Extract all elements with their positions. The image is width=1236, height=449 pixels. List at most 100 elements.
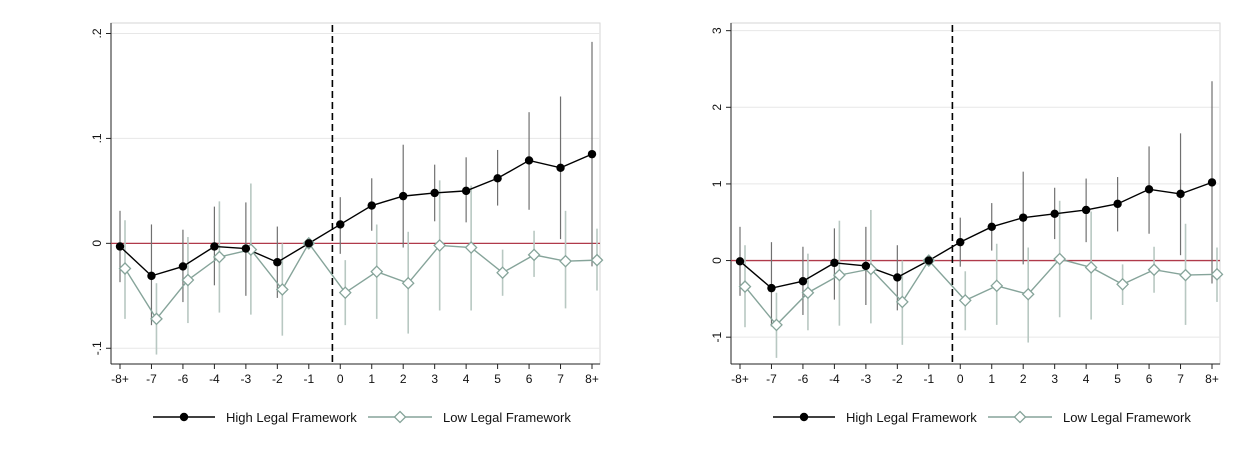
- legend-high-swatch-marker: [799, 412, 809, 422]
- low-series-point: [1084, 261, 1098, 274]
- low-series-point: [433, 239, 447, 252]
- low-series-point: [1116, 277, 1130, 291]
- x-tick-label: -8+: [731, 372, 749, 386]
- high-series-point: [1081, 205, 1091, 215]
- x-tick-label: -3: [241, 372, 252, 386]
- x-tick-label: -2: [272, 372, 283, 386]
- low-series-point: [559, 254, 572, 268]
- x-tick-label: 3: [1051, 372, 1058, 386]
- x-tick-label: 2: [1020, 372, 1027, 386]
- high-series-point: [241, 244, 251, 253]
- low-series-point: [464, 241, 478, 254]
- high-series-point: [1113, 199, 1122, 209]
- x-tick-label: -1: [923, 372, 934, 386]
- y-tick-label: 1: [710, 180, 724, 187]
- low-series-point: [527, 248, 541, 262]
- legend-low-label: Low Legal Framework: [1063, 410, 1191, 425]
- chart-panel-value: -10123-8+-7-6-4-3-2-1012345678+valueoftr…: [620, 0, 1236, 449]
- high-series-point: [115, 242, 125, 251]
- x-tick-label: -4: [829, 372, 840, 386]
- x-tick-label: -2: [892, 372, 903, 386]
- x-tick-label: 6: [526, 372, 533, 386]
- high-series-point: [178, 262, 188, 271]
- low-series-point: [275, 283, 289, 296]
- chart-panel-probability: -.10.1.2-8+-7-6-4-3-2-1012345678+probabi…: [0, 0, 616, 449]
- low-series-point: [370, 265, 384, 279]
- low-series-point: [181, 273, 195, 287]
- low-series-point: [150, 312, 163, 326]
- high-series-point: [1019, 213, 1028, 222]
- low-series-point: [496, 266, 510, 280]
- high-series-point: [1050, 209, 1059, 219]
- legend-low-swatch-marker: [393, 410, 407, 424]
- x-tick-label: 1: [988, 372, 995, 386]
- x-tick-label: 1: [368, 372, 375, 386]
- low-series-point: [401, 276, 415, 290]
- high-series-point: [524, 156, 534, 165]
- probability-chart: -.10.1.2-8+-7-6-4-3-2-1012345678+probabi…: [90, 22, 604, 425]
- high-series-point: [210, 242, 219, 251]
- high-series-point: [924, 256, 933, 265]
- low-series-line: [124, 242, 598, 321]
- x-tick-label: 8+: [1205, 372, 1219, 386]
- high-series-point: [1207, 178, 1217, 187]
- low-series-point: [801, 286, 815, 300]
- legend-low-swatch-marker: [1013, 410, 1027, 424]
- low-series-point: [958, 293, 972, 307]
- high-series-point: [1144, 185, 1154, 194]
- x-tick-label: -7: [766, 372, 777, 386]
- high-series-point: [767, 283, 776, 293]
- high-series-point: [399, 191, 408, 201]
- x-tick-label: 7: [1177, 372, 1184, 386]
- x-tick-label: -6: [178, 372, 189, 386]
- y-tick-label: 0: [710, 257, 724, 264]
- low-series-point: [1179, 268, 1192, 282]
- x-tick-label: -6: [798, 372, 809, 386]
- low-series-line: [744, 258, 1218, 326]
- low-series-point: [590, 253, 604, 267]
- x-tick-label: 0: [337, 372, 344, 386]
- high-series-point: [861, 261, 871, 271]
- low-series-point: [1021, 287, 1035, 301]
- x-tick-label: -3: [861, 372, 872, 386]
- y-tick-label: 0: [90, 240, 104, 247]
- high-series-point: [735, 257, 745, 266]
- high-series-line: [119, 153, 593, 277]
- high-series-point: [587, 149, 597, 159]
- high-series-point: [556, 163, 565, 172]
- high-series-point: [336, 220, 345, 229]
- plot-area: [110, 22, 601, 365]
- high-series-point: [987, 222, 996, 232]
- low-series-point: [1053, 252, 1067, 266]
- x-tick-label: 6: [1146, 372, 1153, 386]
- plot-area: [730, 22, 1221, 365]
- low-series-point: [990, 279, 1004, 293]
- x-tick-label: 4: [463, 372, 470, 386]
- y-tick-label: -.1: [90, 341, 104, 355]
- y-tick-label: 3: [710, 27, 724, 34]
- high-series-point: [147, 271, 156, 281]
- x-tick-label: 4: [1083, 372, 1090, 386]
- y-tick-label: -1: [710, 332, 724, 343]
- high-series-point: [367, 201, 376, 210]
- y-tick-label: .2: [90, 28, 104, 38]
- high-series-point: [830, 258, 839, 268]
- x-tick-label: -1: [303, 372, 314, 386]
- low-series-point: [832, 268, 846, 282]
- x-tick-label: 7: [557, 372, 564, 386]
- x-tick-label: 5: [1114, 372, 1121, 386]
- high-series-point: [893, 273, 902, 282]
- x-tick-label: -7: [146, 372, 157, 386]
- high-series-point: [273, 258, 282, 267]
- y-tick-label: .1: [90, 133, 104, 143]
- low-series-point: [738, 280, 752, 294]
- x-tick-label: -8+: [111, 372, 129, 386]
- high-series-point: [1176, 189, 1185, 199]
- x-tick-label: 3: [431, 372, 438, 386]
- y-tick-label: 2: [710, 104, 724, 111]
- low-series-point: [895, 295, 909, 309]
- high-series-point: [461, 186, 471, 196]
- legend-high-label: High Legal Framework: [846, 410, 977, 425]
- high-series-point: [798, 277, 808, 286]
- high-series-point: [493, 174, 502, 183]
